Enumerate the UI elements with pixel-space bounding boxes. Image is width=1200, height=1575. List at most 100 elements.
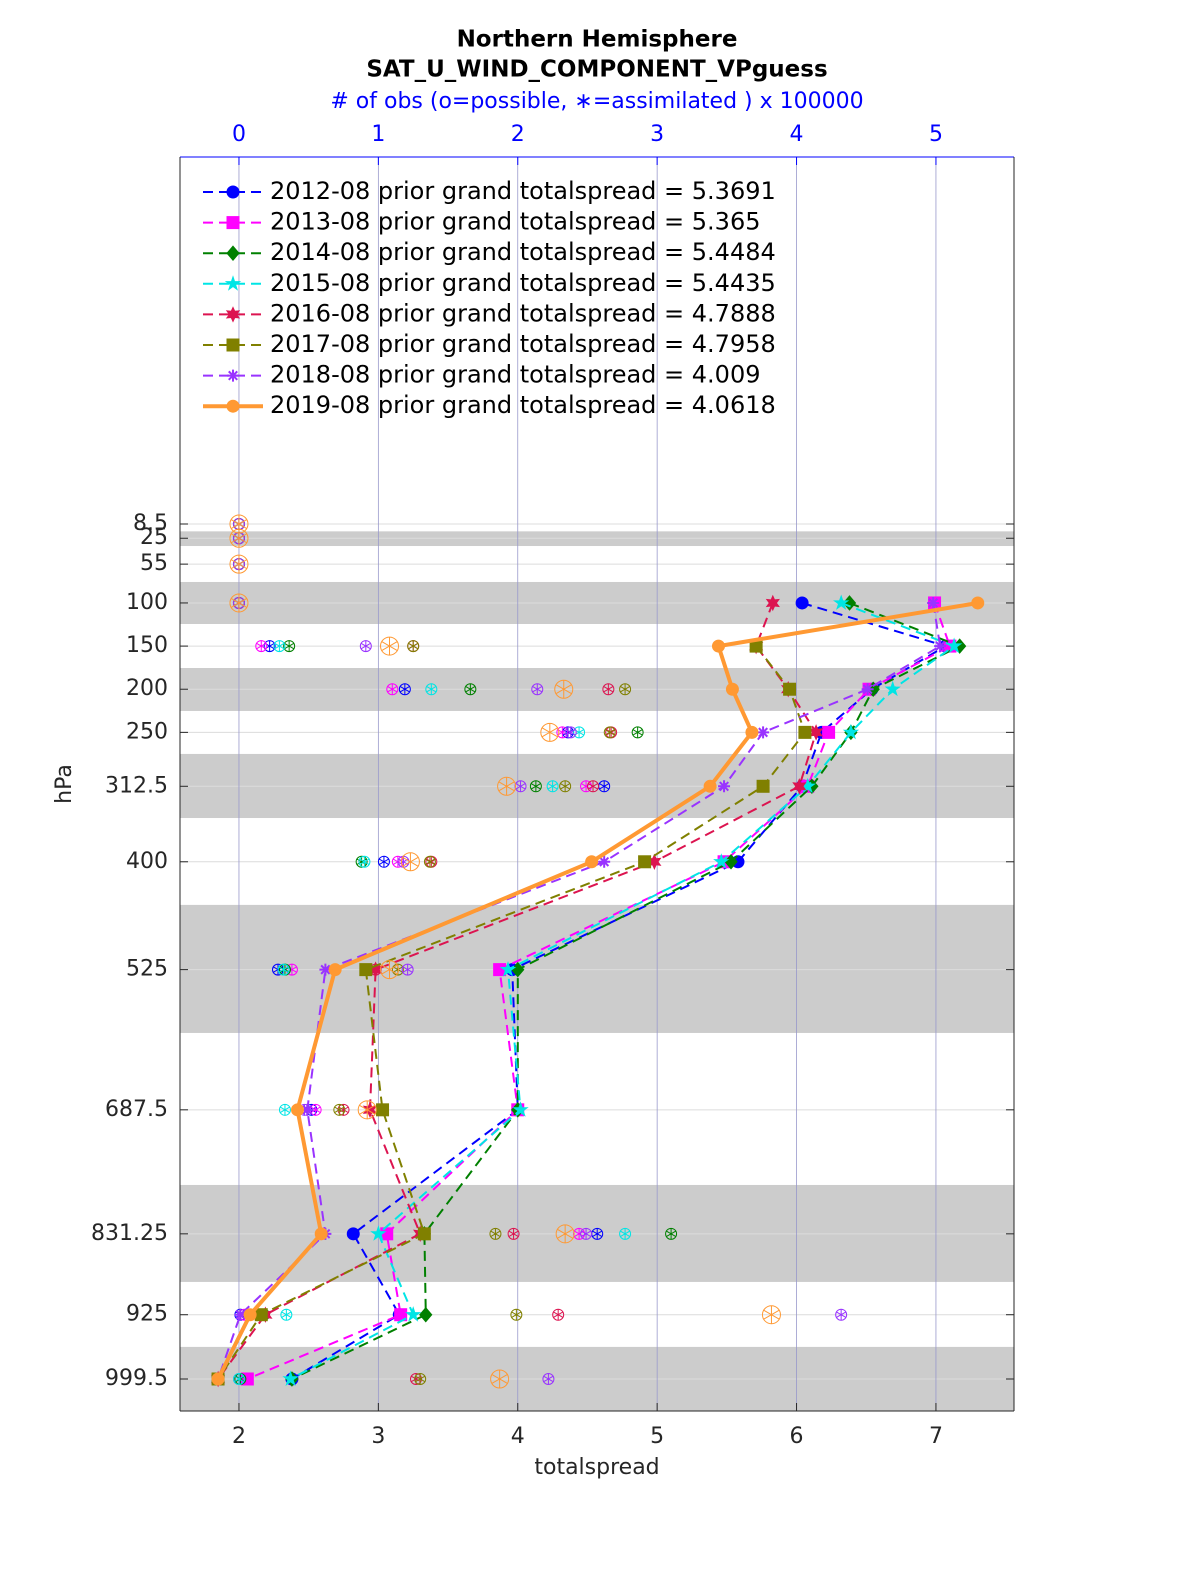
legend-marker: [224, 275, 242, 291]
point: [419, 1306, 433, 1323]
legend-label: 2015-08 prior grand totalspread = 5.4435: [270, 269, 776, 297]
y-tick-label: 925: [126, 1302, 168, 1327]
point: [718, 780, 731, 793]
point: [795, 596, 809, 610]
point: [598, 855, 611, 868]
obs-marker: [230, 529, 248, 548]
legend-marker: [226, 245, 240, 261]
point: [359, 963, 373, 977]
obs-marker: [230, 593, 248, 612]
obs-marker: [557, 1224, 574, 1243]
x-tick-label: 4: [511, 1424, 525, 1449]
y-tick-label: 8.5: [133, 511, 168, 536]
obs-marker: [279, 964, 290, 976]
y-tick-label: 150: [126, 633, 168, 658]
y-tick-label: 687.5: [105, 1097, 168, 1122]
obs-marker: [387, 683, 398, 695]
obs-marker: [310, 1104, 321, 1116]
obs-marker: [565, 726, 576, 738]
obs-marker: [560, 780, 571, 792]
obs-marker: [603, 683, 614, 695]
x2-tick-label: 0: [232, 122, 246, 147]
point: [861, 683, 874, 696]
chart-title: Northern Hemisphere: [457, 27, 738, 53]
legend-marker: [226, 216, 240, 230]
obs-marker: [541, 723, 558, 742]
obs-marker: [359, 1100, 376, 1119]
point: [314, 1227, 328, 1241]
obs-marker: [402, 852, 419, 871]
point: [254, 1308, 268, 1322]
y-tick-label: 25: [140, 525, 168, 550]
x2-tick-label: 2: [511, 122, 525, 147]
obs-marker: [620, 1228, 631, 1240]
point: [945, 637, 963, 654]
obs-marker: [555, 680, 572, 699]
obs-marker: [256, 640, 267, 652]
x2-tick-label: 5: [929, 122, 943, 147]
obs-marker: [543, 1373, 554, 1385]
obs-marker: [274, 640, 285, 652]
point: [757, 726, 770, 739]
y-tick-label: 400: [126, 849, 168, 874]
point: [713, 853, 730, 869]
obs-marker: [530, 780, 541, 792]
y-tick-label: 200: [126, 676, 168, 701]
legend-label: 2019-08 prior grand totalspread = 4.0618: [270, 391, 776, 419]
obs-marker: [378, 856, 389, 868]
obs-marker: [592, 1228, 603, 1240]
obs-marker: [415, 1373, 426, 1385]
point: [638, 855, 652, 869]
obs-marker: [498, 777, 515, 796]
obs-marker: [424, 856, 435, 868]
y-tick-label: 55: [140, 551, 168, 576]
obs-marker: [606, 726, 617, 738]
point: [499, 961, 517, 977]
x-tick-label: 5: [650, 1424, 664, 1449]
obs-marker: [532, 683, 543, 695]
x-tick-label: 6: [790, 1424, 804, 1449]
x2-tick-label: 4: [790, 122, 804, 147]
obs-marker: [547, 780, 558, 792]
obs-marker: [515, 780, 526, 792]
obs-marker: [281, 1309, 292, 1321]
point: [798, 725, 812, 739]
obs-marker: [278, 964, 289, 976]
x2-tick-label: 3: [650, 122, 664, 147]
x2-tick-label: 1: [371, 122, 385, 147]
obs-marker: [334, 1104, 345, 1116]
obs-marker: [581, 1228, 592, 1240]
point: [346, 1227, 360, 1241]
y-tick-label: 999.5: [105, 1366, 168, 1391]
point: [792, 778, 807, 795]
obs-marker: [381, 637, 398, 656]
obs-marker: [360, 640, 371, 652]
y-axis-label: hPa: [52, 764, 77, 804]
chart-subtitle: SAT_U_WIND_COMPONENT_VPguess: [366, 57, 827, 83]
point: [703, 779, 717, 793]
legend-label: 2012-08 prior grand totalspread = 5.3691: [270, 177, 776, 205]
point: [884, 680, 901, 697]
x-tick-label: 3: [371, 1424, 385, 1449]
point: [301, 1103, 314, 1116]
point: [585, 855, 599, 869]
obs-marker: [426, 856, 437, 868]
point: [291, 1103, 305, 1117]
legend-marker: [226, 185, 240, 199]
point: [282, 1370, 299, 1386]
point: [328, 963, 342, 977]
point: [405, 1306, 422, 1322]
y-tick-label: 831.25: [91, 1221, 168, 1246]
x-axis-label: totalspread: [534, 1455, 659, 1480]
obs-marker: [666, 1228, 677, 1240]
point: [842, 723, 860, 740]
obs-marker: [588, 780, 599, 792]
legend-marker: [225, 306, 241, 323]
y-tick-label: 250: [126, 719, 168, 744]
obs-marker: [235, 1373, 246, 1385]
obs-marker: [508, 1228, 519, 1240]
point: [711, 639, 725, 653]
obs-marker: [399, 683, 410, 695]
obs-marker: [604, 726, 615, 738]
